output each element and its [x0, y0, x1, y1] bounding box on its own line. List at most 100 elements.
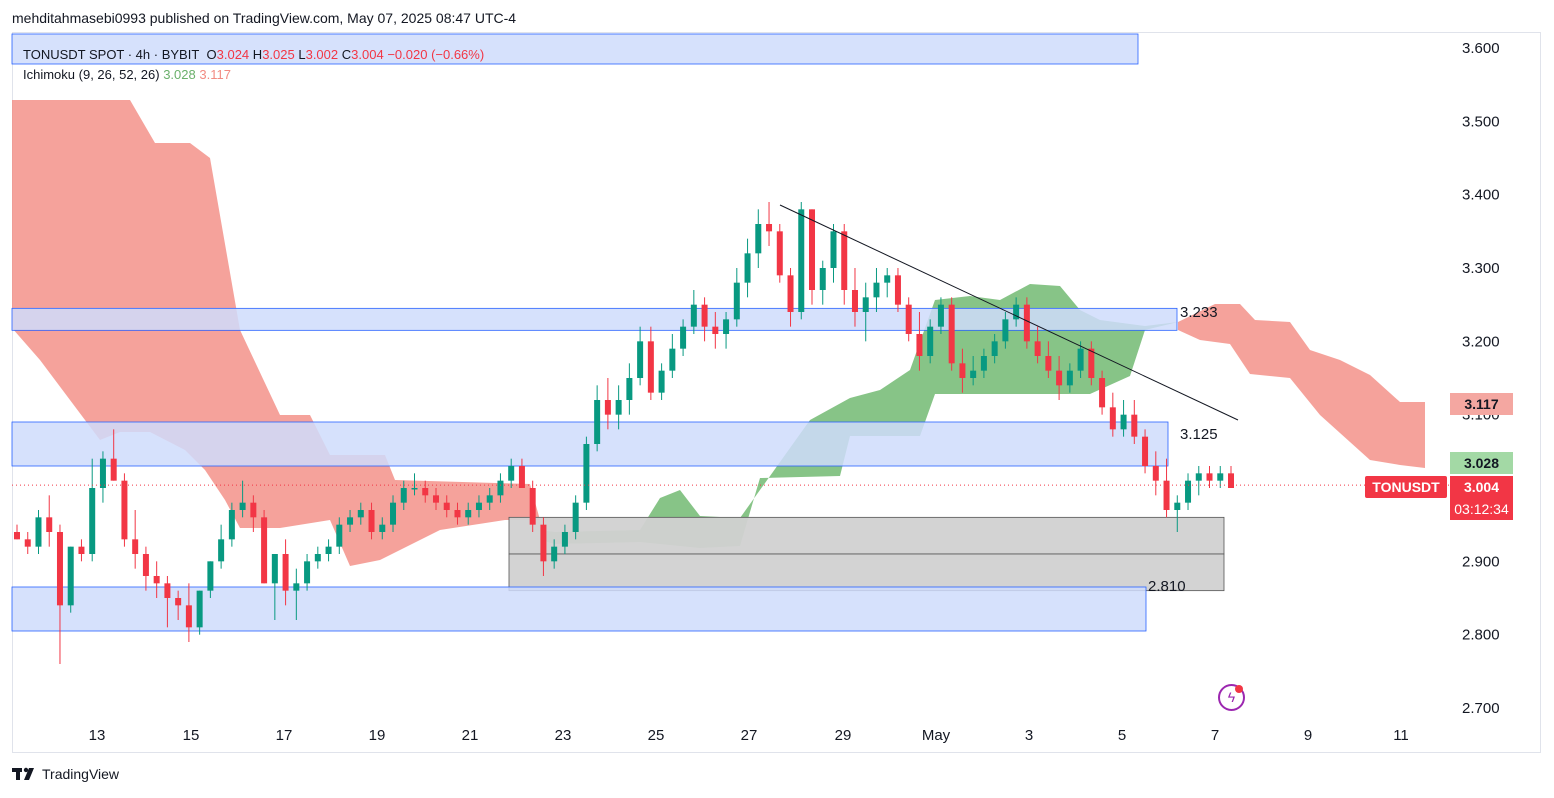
candle-body [766, 224, 773, 232]
candle-body [1066, 370, 1073, 386]
legend-high-label: H [252, 47, 263, 62]
brand-name: TradingView [42, 766, 120, 782]
candle-body [56, 532, 63, 606]
candle-body [701, 304, 708, 327]
legend-ohlc-row: TONUSDT SPOT · 4h · BYBIT O3.024 H3.025 … [23, 45, 484, 65]
x-axis-tick: 29 [835, 727, 852, 744]
candle-body [271, 554, 278, 584]
candle-body [991, 341, 998, 356]
candle-body [400, 488, 407, 503]
zone-3 [508, 553, 1225, 592]
candle-body [336, 524, 343, 547]
candle-body [486, 495, 493, 503]
candle-body [390, 502, 397, 525]
candle-body [164, 583, 171, 598]
candle-body [1002, 319, 1009, 342]
candle-body [475, 502, 482, 510]
candle-body [604, 400, 611, 415]
indicator-value-2: 3.117 [199, 67, 231, 82]
candle-body [1206, 473, 1213, 481]
candle-body [1034, 341, 1041, 356]
chart-frame[interactable] [12, 32, 1541, 753]
candle-body [1023, 304, 1030, 342]
candle-body [443, 502, 450, 510]
candle-body [1077, 348, 1084, 371]
legend-symbol[interactable]: TONUSDT SPOT · 4h · BYBIT [23, 47, 200, 62]
candle-body [723, 319, 730, 334]
candle-body [927, 326, 934, 356]
flash-icon[interactable]: ϟ [1218, 684, 1245, 711]
zone-2 [508, 516, 1225, 555]
indicator-name[interactable]: Ichimoku (9, 26, 52, 26) [23, 67, 160, 82]
candle-body [862, 297, 869, 312]
candle-body [24, 539, 31, 547]
candle-body [948, 304, 955, 364]
candle-body [1195, 473, 1202, 481]
footer-brand[interactable]: TradingView [12, 766, 119, 782]
candle-body [776, 231, 783, 276]
x-axis-tick: 19 [369, 727, 386, 744]
tradingview-logo-icon [12, 767, 38, 781]
y-axis-tick: 2.900 [1462, 553, 1500, 570]
candle-body [626, 378, 633, 400]
candle-body [261, 517, 268, 584]
candle-body [239, 502, 246, 510]
candle-body [980, 356, 987, 371]
level-label-2810: 2.810 [1148, 578, 1186, 595]
candle-body [1013, 304, 1020, 320]
candle-body [1056, 370, 1063, 386]
candle-body [14, 532, 20, 540]
candle-body [497, 480, 504, 496]
candle-body [185, 605, 192, 628]
x-axis-tick: 11 [1393, 727, 1409, 744]
x-axis-tick: 15 [183, 727, 200, 744]
ichimoku-cloud-future-bearish [1178, 304, 1425, 468]
y-axis-tick: 3.200 [1462, 333, 1500, 350]
candle-body [110, 458, 117, 481]
x-axis-tick: 7 [1211, 727, 1219, 744]
candle-body [368, 510, 375, 532]
candle-body [1131, 414, 1138, 437]
candle-body [153, 576, 160, 584]
candle-body [572, 502, 579, 532]
candle-body [798, 209, 805, 312]
legend-zone [11, 33, 1139, 65]
zone-4 [11, 586, 1147, 632]
y-axis-tick: 3.300 [1462, 260, 1500, 277]
candle-body [142, 554, 149, 576]
y-axis-tick: 3.600 [1462, 40, 1500, 57]
candle-body [1228, 473, 1234, 488]
x-axis-tick: 3 [1025, 727, 1033, 744]
candle-body [46, 517, 53, 532]
candle-body [121, 480, 128, 540]
candle-body [1163, 480, 1170, 510]
candle-body [78, 546, 85, 554]
candle-body [207, 561, 214, 591]
candle-body [551, 546, 558, 562]
candle-body [432, 495, 439, 503]
legend-open-label: O [206, 47, 217, 62]
x-axis-tick: 23 [555, 727, 572, 744]
senkou-a-price-label: 3.028 [1450, 452, 1513, 474]
candle-body [637, 341, 644, 378]
candle-body [819, 268, 826, 290]
candle-body [411, 488, 418, 490]
zone-1 [11, 421, 1169, 467]
candle-body [561, 532, 568, 547]
candle-body [809, 209, 816, 290]
ichimoku-cloud-bearish [12, 100, 540, 566]
x-axis-tick: 5 [1118, 727, 1126, 744]
candle-body [540, 524, 547, 562]
candle-body [293, 583, 300, 591]
candle-body [465, 510, 472, 518]
candle-body [1045, 356, 1052, 371]
y-axis-tick: 2.700 [1462, 700, 1500, 717]
candle-body [690, 304, 697, 327]
x-axis-tick: 21 [462, 727, 479, 744]
candle-body [733, 282, 740, 320]
candle-body [583, 444, 590, 503]
level-label-3125: 3.125 [1180, 426, 1218, 443]
candle-body [529, 488, 536, 525]
symbol-tag: TONUSDT [1365, 476, 1447, 498]
